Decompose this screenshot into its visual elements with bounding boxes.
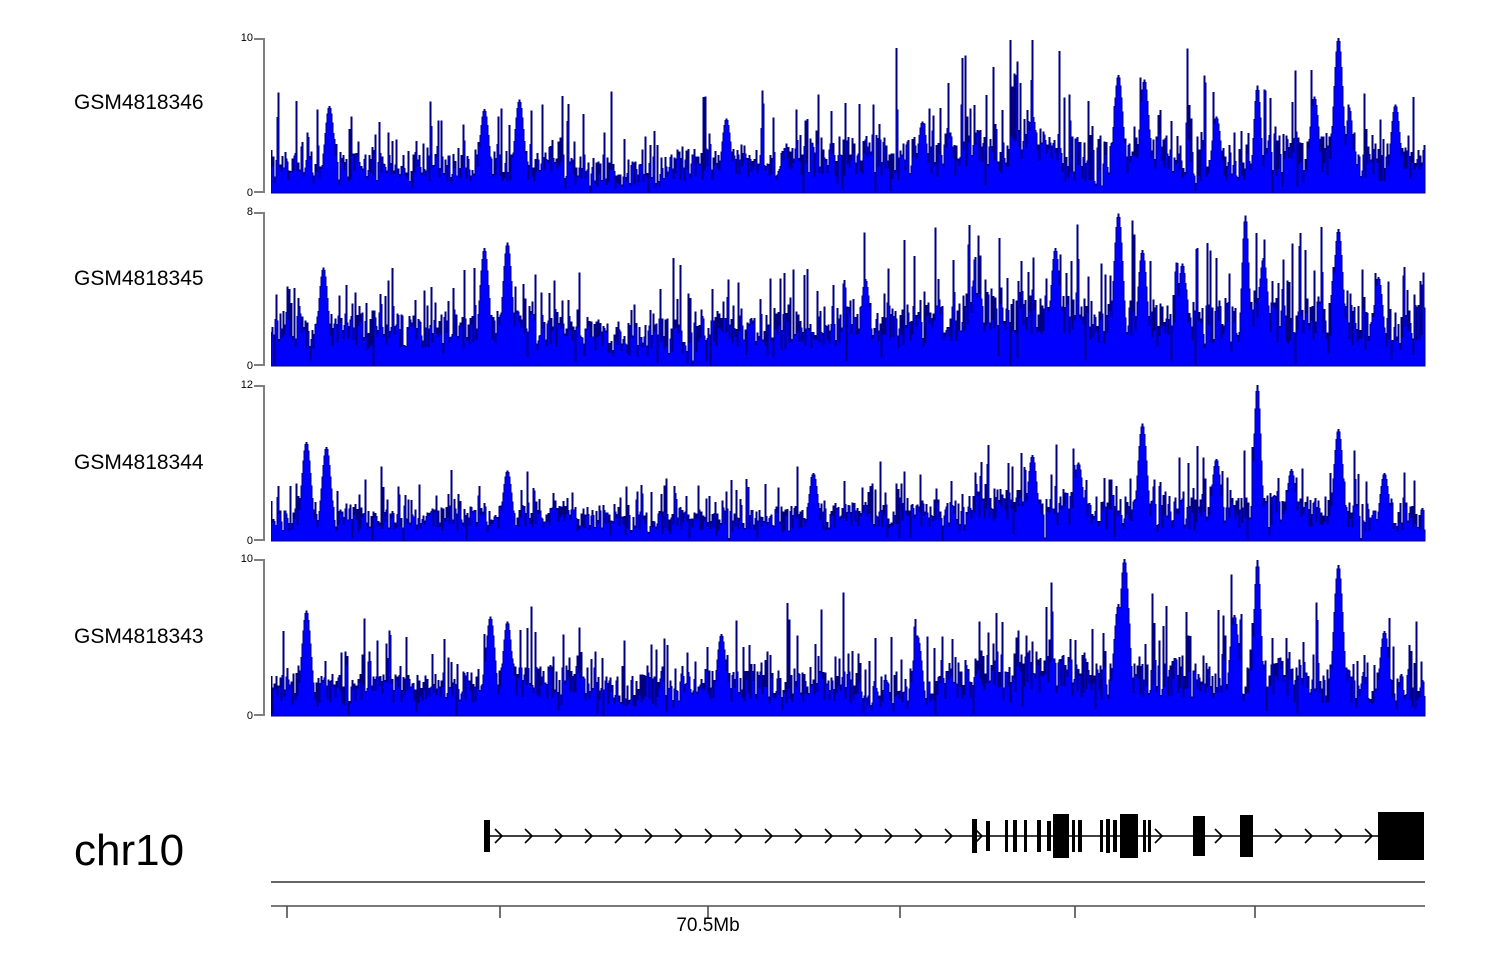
strand-arrow [824,828,834,844]
strand-arrow [704,828,714,844]
coverage-track: GSM4818345 8 0 [0,206,1500,372]
exon-block [986,821,990,851]
exon-block [1100,820,1103,852]
y-axis-tick-min [254,191,264,193]
axis-min-label: 0 [246,360,253,372]
strand-arrow [614,828,624,844]
axis-max-label: 10 [240,32,253,44]
gene-model-track[interactable] [0,806,1500,866]
strand-arrow [734,828,744,844]
strand-arrow [974,828,984,844]
track-label: GSM4818346 [74,91,204,114]
coverage-histogram [271,385,1426,542]
exon-block [1148,820,1151,852]
strand-arrow [524,828,534,844]
exon-block [1047,821,1051,851]
exon-block [1078,820,1082,852]
y-axis-tick-min [254,714,264,716]
strand-arrow [1154,828,1164,844]
axis-max-label: 12 [240,379,253,391]
track-label: GSM4818343 [74,625,204,648]
exon-block [1037,820,1041,852]
exon-block [1120,814,1138,858]
strand-arrow [494,828,504,844]
y-axis-tick-max [254,212,264,214]
exon-block [1143,820,1146,852]
strand-arrow [644,828,654,844]
strand-arrow [794,828,804,844]
strand-arrow [1214,828,1224,844]
exon-block [1106,819,1110,853]
axis-max-label: 10 [240,553,253,565]
chromosome-label: chr10 [74,826,185,875]
strand-arrow [764,828,774,844]
strand-arrow [914,828,924,844]
exon-block [1005,820,1008,852]
axis-min-label: 0 [246,187,253,199]
y-axis-line [263,212,265,366]
exon-block [1024,820,1027,852]
y-axis-tick-min [254,364,264,366]
exon-block [1378,812,1424,860]
ruler-tick-label: 70.5Mb [676,915,740,936]
y-axis-tick-max [254,559,264,561]
exon-block [484,820,490,852]
axis-min-label: 0 [246,535,253,547]
coverage-track: GSM4818346 10 0 [0,32,1500,199]
coverage-track: GSM4818343 10 0 [0,553,1500,722]
strand-arrow [584,828,594,844]
axis-min-label: 0 [246,710,253,722]
track-label: GSM4818344 [74,451,204,474]
strand-arrow [674,828,684,844]
coverage-histogram [271,213,1426,367]
strand-arrow [1274,828,1284,844]
strand-arrow [944,828,954,844]
exon-block [1240,815,1253,857]
coverage-track: GSM4818344 12 0 [0,379,1500,547]
axis-max-label: 8 [246,206,253,218]
coordinate-ruler[interactable] [0,878,1500,918]
exon-block [1013,820,1017,852]
strand-arrow [1364,828,1374,844]
strand-arrow [854,828,864,844]
strand-arrow [554,828,564,844]
y-axis-tick-max [254,38,264,40]
y-axis-line [263,559,265,716]
gene-model-glyph [484,812,1424,860]
y-axis-tick-min [254,539,264,541]
strand-arrow [1304,828,1314,844]
y-axis-tick-max [254,385,264,387]
y-axis-line [263,385,265,541]
strand-arrow [1334,828,1344,844]
exon-block [1193,816,1205,856]
exon-block [1113,820,1117,852]
exon-block [972,819,977,853]
y-axis-line [263,38,265,193]
strand-arrow [884,828,894,844]
track-label: GSM4818345 [74,267,204,290]
coverage-histogram [271,559,1426,717]
coverage-histogram [271,38,1426,194]
exon-block [1053,814,1069,858]
exon-block [1072,820,1075,852]
